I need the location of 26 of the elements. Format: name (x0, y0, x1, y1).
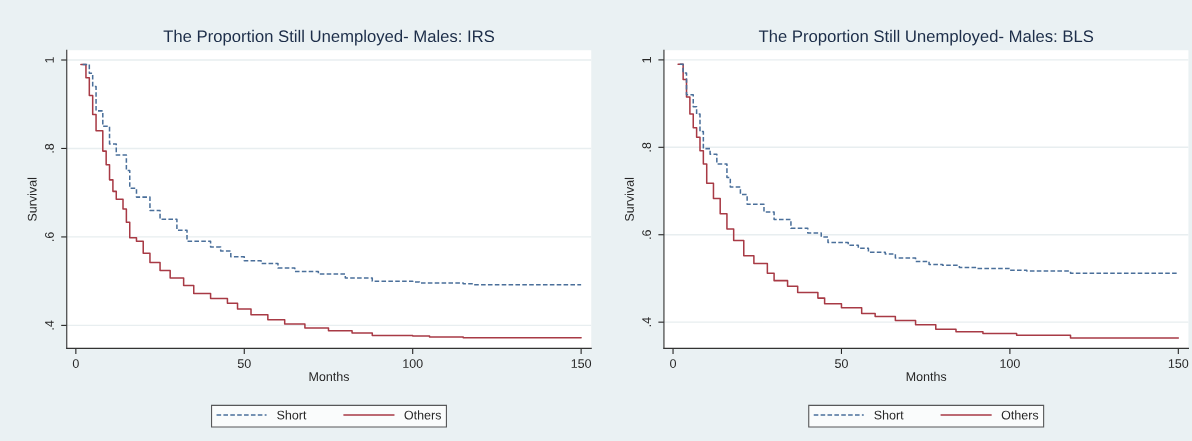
chart-title: The Proportion Still Unemployed- Males: BLS (758, 29, 1094, 46)
y-tick-label: .6 (45, 232, 54, 241)
x-tick-label: 150 (571, 359, 592, 368)
legend-label: Others (404, 410, 441, 420)
legend-label: Short (277, 410, 307, 420)
y-tick-label: .6 (642, 230, 652, 239)
y-tick-label: .8 (642, 142, 652, 152)
x-axis-title: Months (309, 371, 350, 382)
x-tick-label: 0 (670, 359, 677, 368)
legend-label: Others (1001, 410, 1039, 420)
x-tick-label: 50 (835, 359, 848, 368)
x-axis-title: Months (906, 371, 947, 382)
legend-label: Short (874, 410, 904, 420)
y-tick-label: 1 (45, 57, 54, 63)
chart-title: The Proportion Still Unemployed- Males: IRS (163, 29, 495, 46)
y-axis-title: Survival (624, 177, 634, 221)
y-tick-label: .8 (45, 143, 54, 153)
x-tick-label: 100 (403, 359, 423, 368)
y-axis-title: Survival (27, 177, 37, 221)
y-tick-label: 1 (642, 57, 651, 63)
y-tick-label: .4 (45, 320, 54, 330)
x-tick-label: 0 (72, 359, 79, 368)
x-tick-label: 100 (1000, 359, 1020, 368)
x-tick-label: 150 (1168, 359, 1189, 368)
x-tick-label: 50 (237, 359, 251, 368)
y-tick-label: .4 (642, 317, 651, 327)
